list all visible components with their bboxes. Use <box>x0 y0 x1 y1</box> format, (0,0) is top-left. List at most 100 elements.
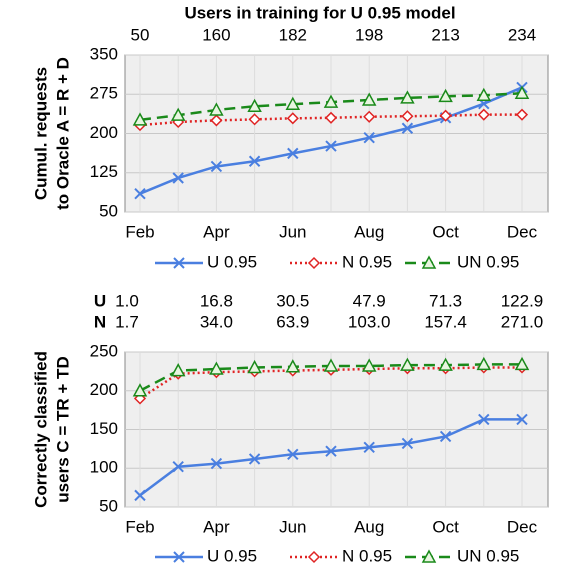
marker <box>285 359 301 373</box>
top-axis-label: 213 <box>431 25 459 44</box>
top-axis-label: 160 <box>202 25 230 44</box>
legend-label: N 0.95 <box>342 252 392 271</box>
top-axis-label: 198 <box>355 25 383 44</box>
marker <box>514 85 530 99</box>
y-tick-label: 200 <box>90 380 118 399</box>
top-axis-label: 234 <box>508 25 536 44</box>
marker <box>323 94 339 108</box>
marker <box>132 383 148 397</box>
annotation-value: 47.9 <box>353 291 386 310</box>
y-tick-label: 350 <box>90 44 118 63</box>
annotation-value: 71.3 <box>429 291 462 310</box>
x-tick-label: Feb <box>125 517 154 536</box>
series-line <box>139 366 522 400</box>
marker <box>438 88 453 103</box>
marker <box>361 92 377 106</box>
marker <box>401 437 414 450</box>
y-axis-label: to Oracle A = R + D <box>53 57 72 210</box>
marker <box>247 98 262 113</box>
y-tick-label: 50 <box>99 496 118 515</box>
marker <box>363 441 375 454</box>
y-tick-label: 125 <box>90 162 118 181</box>
annotation-value: 30.5 <box>276 291 309 310</box>
top-axis-title: Users in training for U 0.95 model <box>184 3 455 22</box>
x-tick-label: Apr <box>203 222 230 241</box>
marker <box>287 448 299 461</box>
y-tick-label: 150 <box>90 419 118 438</box>
annotation-row-label: U <box>94 291 106 310</box>
annotation-value: 16.8 <box>200 291 233 310</box>
legend-label: UN 0.95 <box>457 252 519 271</box>
marker <box>209 102 224 116</box>
annotation-value: 157.4 <box>424 312 467 331</box>
x-tick-label: Aug <box>354 222 384 241</box>
annotation-value: 1.0 <box>115 291 139 310</box>
marker <box>285 96 301 110</box>
legend-label: U 0.95 <box>207 546 257 565</box>
marker <box>363 110 376 123</box>
marker <box>307 550 321 564</box>
marker <box>401 122 414 134</box>
y-axis-label: users C = TR + TD <box>53 356 72 502</box>
annotation-value: 122.9 <box>501 291 544 310</box>
annotation-value: 271.0 <box>501 312 544 331</box>
x-tick-label: Dec <box>507 222 538 241</box>
annotation-value: 63.9 <box>276 312 309 331</box>
y-tick-label: 200 <box>90 123 118 142</box>
marker <box>439 109 452 122</box>
marker <box>514 356 530 371</box>
marker <box>325 140 337 152</box>
marker <box>132 112 148 126</box>
marker <box>324 111 338 124</box>
y-tick-label: 250 <box>90 341 118 360</box>
y-tick-label: 50 <box>99 201 118 220</box>
marker <box>287 147 299 160</box>
legend-label: UN 0.95 <box>457 546 519 565</box>
marker <box>325 445 337 457</box>
marker <box>248 155 261 167</box>
marker <box>400 357 415 371</box>
y-axis-label: Correctly classified <box>31 351 50 508</box>
marker <box>476 87 492 102</box>
marker <box>477 108 490 121</box>
marker <box>421 255 437 269</box>
marker <box>172 172 184 184</box>
legend-label: U 0.95 <box>207 252 257 271</box>
marker <box>363 131 375 144</box>
marker <box>248 453 261 465</box>
marker <box>439 430 452 443</box>
marker <box>173 257 185 269</box>
marker <box>515 108 529 121</box>
marker <box>134 489 146 502</box>
legend-label: N 0.95 <box>342 546 392 565</box>
marker <box>173 551 185 563</box>
top-axis-label: 50 <box>131 25 150 44</box>
marker <box>247 359 262 374</box>
marker <box>307 256 321 270</box>
marker <box>172 460 184 473</box>
marker <box>210 457 223 470</box>
marker <box>438 357 453 371</box>
y-tick-label: 275 <box>90 84 118 103</box>
x-tick-label: Aug <box>354 517 384 536</box>
annotation-value: 103.0 <box>348 312 391 331</box>
x-tick-label: Jun <box>279 222 306 241</box>
marker <box>323 358 339 372</box>
marker <box>210 114 223 127</box>
marker <box>516 413 528 426</box>
x-tick-label: Oct <box>432 222 459 241</box>
x-tick-label: Feb <box>125 222 154 241</box>
marker <box>134 187 146 200</box>
x-tick-label: Dec <box>507 517 538 536</box>
x-tick-label: Apr <box>203 517 230 536</box>
marker <box>170 107 186 121</box>
marker <box>421 549 437 563</box>
annotation-value: 1.7 <box>115 312 139 331</box>
marker <box>476 356 492 371</box>
y-tick-label: 100 <box>90 458 118 477</box>
x-tick-label: Oct <box>432 517 459 536</box>
annotation-value: 34.0 <box>200 312 233 331</box>
top-axis-label: 182 <box>279 25 307 44</box>
y-axis-label: Cumul. requests <box>31 67 50 200</box>
